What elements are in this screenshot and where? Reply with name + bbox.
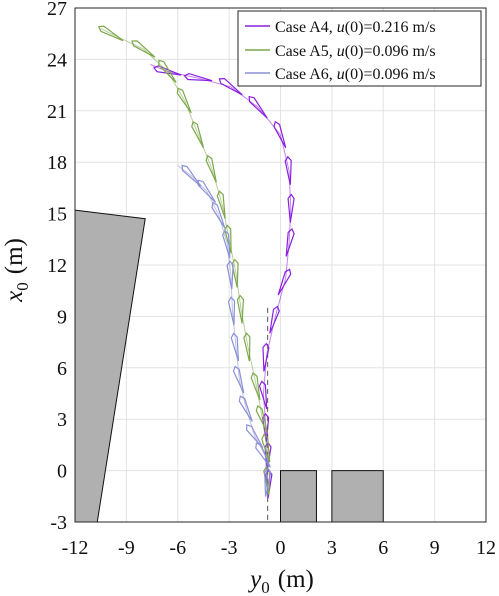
y-tick-label-4: 9 — [57, 306, 67, 328]
series-2-vessel-1 — [255, 442, 271, 468]
y-tick-label-8: 21 — [47, 101, 67, 123]
x-tick-label-2: -6 — [169, 537, 186, 559]
series-1-vessel-12 — [158, 59, 177, 83]
series-1-vessel-11 — [176, 87, 192, 114]
series-2-vessel-10 — [197, 179, 217, 203]
series-1-vessel-7 — [224, 224, 232, 254]
plot-frame — [74, 7, 487, 523]
series-1-vessel-6 — [231, 258, 239, 288]
obstacle-2 — [331, 470, 384, 523]
legend-box — [237, 10, 482, 87]
y-tick-label-9: 24 — [47, 49, 67, 71]
series-2-vessel-3 — [238, 395, 253, 422]
y-tick-label-1: 0 — [57, 461, 67, 483]
series-1-vessel-9 — [205, 154, 217, 183]
series-1-vessel-8 — [216, 190, 226, 219]
y-tick-label-10: 27 — [47, 0, 67, 20]
series-1-vessel-13 — [131, 40, 156, 58]
x-tick-label-8: 12 — [476, 537, 496, 559]
series-2-vessel-11 — [181, 164, 202, 187]
x-tick-label-7: 9 — [430, 537, 440, 559]
x-tick-label-1: -9 — [118, 537, 135, 559]
series-0-vessel-7 — [285, 228, 295, 257]
series-1-track — [100, 28, 269, 497]
x-axis-label: y0 (m) — [247, 566, 314, 596]
series-0-vessel-3 — [258, 380, 268, 410]
series-0-vessel-12 — [218, 77, 243, 96]
x-tick-label-6: 6 — [378, 537, 388, 559]
series-0-vessel-8 — [287, 193, 295, 223]
grid-lines — [74, 7, 487, 523]
y-axis-label: x0(m) — [1, 238, 32, 303]
series-0-vessel-5 — [269, 305, 280, 334]
legend-entry-a4: Case A4, u(0)=0.216 m/s — [275, 19, 436, 36]
y-tick-labels: -3 0 3 6 9 12 15 18 21 24 27 — [47, 0, 67, 534]
x-tick-label-3: -3 — [221, 537, 238, 559]
series-0 — [150, 64, 295, 499]
series-2-vessel-9 — [211, 201, 226, 229]
series-1-vessel-14 — [97, 25, 124, 42]
legend: Case A4, u(0)=0.216 m/s Case A5, u(0)=0.… — [237, 10, 482, 87]
series-1-vessel-10 — [191, 120, 205, 149]
y-tick-label-7: 18 — [47, 152, 67, 174]
series-1-vessel-2 — [255, 405, 268, 433]
y-tick-label-3: 6 — [57, 358, 67, 380]
series-0-vessel-10 — [273, 120, 287, 149]
legend-entry-a5: Case A5, u(0)=0.096 m/s — [275, 43, 436, 60]
series-0-vessel-13 — [183, 72, 213, 82]
series-1-vessel-3 — [250, 372, 261, 401]
x-tick-label-0: -12 — [62, 537, 89, 559]
series-2-vessel-4 — [232, 365, 245, 394]
series-0-vessel-14 — [153, 65, 182, 76]
obstacle-0 — [74, 209, 146, 523]
series-2-vessel-5 — [230, 332, 239, 362]
series-1-vessel-4 — [243, 332, 251, 362]
series-0-vessel-9 — [284, 155, 292, 185]
series-1-vessel-5 — [236, 294, 245, 324]
legend-entry-a6: Case A6, u(0)=0.096 m/s — [275, 66, 436, 83]
y-tick-label-6: 15 — [47, 204, 67, 226]
y-tick-label-2: 3 — [57, 409, 67, 431]
series-0-track — [150, 64, 292, 497]
y-tick-label-5: 12 — [47, 255, 67, 277]
series-2-vessel-8 — [222, 229, 231, 259]
series-1-vessel-1 — [261, 433, 271, 463]
x-tick-label-5: 3 — [327, 537, 337, 559]
series-0-vessel-11 — [248, 95, 268, 119]
series-2-vessel-7 — [226, 260, 234, 290]
series-2-vessel-6 — [227, 296, 236, 326]
series-0-vessel-6 — [277, 268, 292, 296]
series-layer — [97, 25, 295, 499]
series-2-vessel-0 — [264, 467, 272, 497]
series-0-vessel-4 — [262, 342, 270, 372]
y-tick-label-0: -3 — [50, 512, 67, 534]
series-2-vessel-2 — [245, 424, 264, 449]
x-tick-labels: -12 -9 -6 -3 0 3 6 9 12 — [62, 537, 496, 559]
obstacle-1 — [280, 470, 317, 523]
series-2 — [177, 164, 272, 497]
series-2-track — [177, 165, 269, 495]
x-tick-label-4: 0 — [276, 537, 286, 559]
